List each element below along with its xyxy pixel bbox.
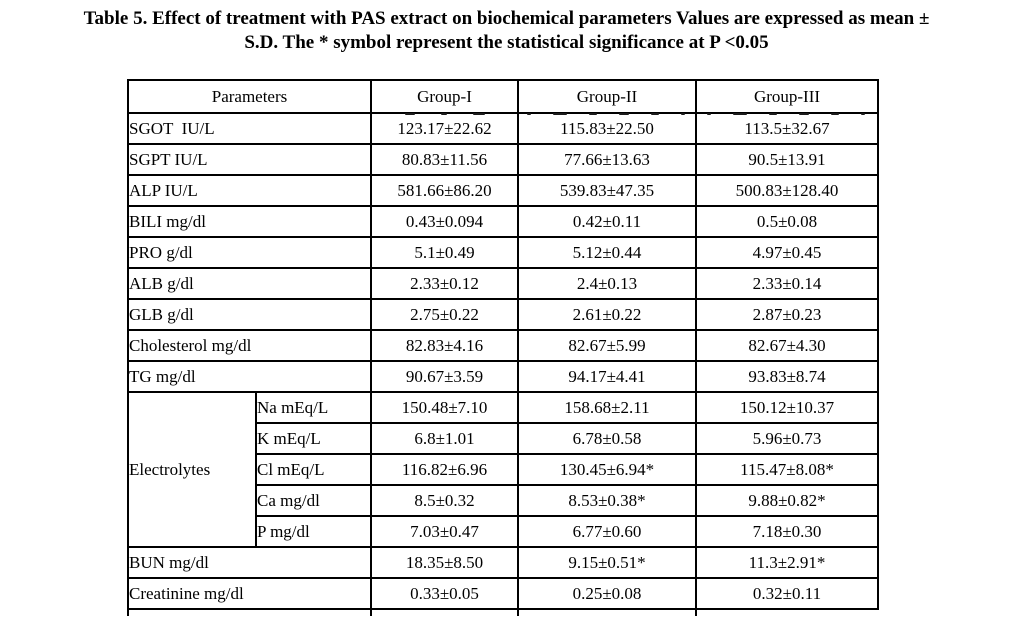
table-row: PRO g/dl 5.1±0.49 5.12±0.44 4.97±0.45 [127, 236, 879, 269]
table-row: Electrolytes Na mEq/L 150.48±7.10 158.68±2.… [127, 391, 879, 548]
value-cell-group2: 94.17±4.41 [517, 360, 697, 393]
value-cell-group2: 0.25±0.08 [517, 577, 697, 610]
table-row: P mg/dl 7.03±0.47 6.77±0.60 7.18±0.30 [128, 515, 879, 548]
parameter-label: SGPT IU/L [127, 143, 372, 176]
value-cell-group2: 115.83±22.50 [517, 112, 697, 145]
parameter-label: SGOT IU/L [127, 112, 372, 145]
electrolyte-parameter-label: Na mEq/L [255, 391, 372, 424]
value-cell-group3: 7.18±0.30 [695, 515, 879, 548]
group2-column-header: Group-II [517, 79, 697, 114]
parameter-label: ALB g/dl [127, 267, 372, 300]
value-cell-group2: 77.66±13.63 [517, 143, 697, 176]
value-cell-group1: 0.33±0.05 [370, 577, 519, 610]
value-cell-group3: 93.83±8.74 [695, 360, 879, 393]
value-cell-group3: 500.83±128.40 [695, 174, 879, 207]
value-cell-group1: 123.17±22.62 [370, 112, 519, 145]
table-caption: Table 5. Effect of treatment with PAS ex… [0, 0, 1013, 55]
value-cell-group2: 6.77±0.60 [517, 515, 697, 548]
parameter-label: BILI mg/dl [127, 205, 372, 238]
parameter-label: GLB g/dl [127, 298, 372, 331]
value-cell-group3: 0.5±0.08 [695, 205, 879, 238]
group3-column-header: Group-III [695, 79, 879, 114]
table-row: BUN mg/dl 18.35±8.50 9.15±0.51* 11.3±2.91* [127, 546, 879, 579]
value-cell-group3: 113.5±32.67 [695, 112, 879, 145]
value-cell-group2: 9.15±0.51* [517, 546, 697, 579]
clipped-border-artifact [127, 609, 129, 616]
value-cell-group1: 581.66±86.20 [370, 174, 519, 207]
parameter-label: Cholesterol mg/dl [127, 329, 372, 362]
value-cell-group3: 82.67±4.30 [695, 329, 879, 362]
value-cell-group2: 539.83±47.35 [517, 174, 697, 207]
table-caption-line2: S.D. The * symbol represent the statisti… [244, 32, 769, 53]
value-cell-group1: 2.75±0.22 [370, 298, 519, 331]
value-cell-group3: 4.97±0.45 [695, 236, 879, 269]
table-row: Cholesterol mg/dl 82.83±4.16 82.67±5.99 82.… [127, 329, 879, 362]
value-cell-group3: 5.96±0.73 [695, 422, 879, 455]
value-cell-group2: 158.68±2.11 [517, 391, 697, 424]
electrolytes-section-label: Electrolytes [127, 391, 257, 548]
value-cell-group3: 2.87±0.23 [695, 298, 879, 331]
value-cell-group1: 7.03±0.47 [370, 515, 519, 548]
group1-column-header: Group-I [370, 79, 519, 114]
value-cell-group1: 2.33±0.12 [370, 267, 519, 300]
parameter-label: TG mg/dl [127, 360, 372, 393]
electrolyte-parameter-label: P mg/dl [255, 515, 372, 548]
value-cell-group1: 6.8±1.01 [370, 422, 519, 455]
table-row: K mEq/L 6.8±1.01 6.78±0.58 5.96±0.73 [128, 422, 879, 455]
table-row: Creatinine mg/dl 0.33±0.05 0.25±0.08 0.32±0… [127, 577, 879, 610]
value-cell-group2: 2.61±0.22 [517, 298, 697, 331]
value-cell-group2: 0.42±0.11 [517, 205, 697, 238]
biochemical-parameters-table: Parameters Group-I Group-II Group-III SG… [127, 79, 879, 610]
table-row: ALP IU/L 581.66±86.20 539.83±47.35 500.83±1… [127, 174, 879, 207]
value-cell-group1: 5.1±0.49 [370, 236, 519, 269]
value-cell-group3: 115.47±8.08* [695, 453, 879, 486]
value-cell-group2: 130.45±6.94* [517, 453, 697, 486]
value-cell-group1: 116.82±6.96 [370, 453, 519, 486]
table-row: TG mg/dl 90.67±3.59 94.17±4.41 93.83±8.74 [127, 360, 879, 393]
value-cell-group3: 11.3±2.91* [695, 546, 879, 579]
value-cell-group3: 150.12±10.37 [695, 391, 879, 424]
value-cell-group3: 2.33±0.14 [695, 267, 879, 300]
table-container: Parameters Group-I Group-II Group-III SG… [127, 79, 879, 616]
electrolyte-parameter-label: Cl mEq/L [255, 453, 372, 486]
table-row: ALB g/dl 2.33±0.12 2.4±0.13 2.33±0.14 [127, 267, 879, 300]
parameter-label: BUN mg/dl [127, 546, 372, 579]
value-cell-group2: 5.12±0.44 [517, 236, 697, 269]
table-row: Ca mg/dl 8.5±0.32 8.53±0.38* 9.88±0.82* [128, 484, 879, 517]
value-cell-group1: 8.5±0.32 [370, 484, 519, 517]
table-row: SGPT IU/L 80.83±11.56 77.66±13.63 90.5±13.9… [127, 143, 879, 176]
clipped-border-artifact [695, 609, 697, 616]
value-cell-group3: 0.32±0.11 [695, 577, 879, 610]
value-cell-group2: 6.78±0.58 [517, 422, 697, 455]
electrolyte-parameter-label: Ca mg/dl [255, 484, 372, 517]
value-cell-group1: 82.83±4.16 [370, 329, 519, 362]
value-cell-group2: 8.53±0.38* [517, 484, 697, 517]
clipped-border-artifact [370, 609, 372, 616]
table-row: SGOT IU/L 123.17±22.62 115.83±22.50 113.5±3… [127, 112, 879, 145]
parameter-label: ALP IU/L [127, 174, 372, 207]
table-row: Cl mEq/L 116.82±6.96 130.45±6.94* 115.47±8.… [128, 453, 879, 486]
value-cell-group2: 2.4±0.13 [517, 267, 697, 300]
value-cell-group3: 9.88±0.82* [695, 484, 879, 517]
table-row: BILI mg/dl 0.43±0.094 0.42±0.11 0.5±0.08 [127, 205, 879, 238]
parameters-column-header: Parameters [127, 79, 372, 114]
value-cell-group2: 82.67±5.99 [517, 329, 697, 362]
value-cell-group1: 150.48±7.10 [370, 391, 519, 424]
value-cell-group3: 90.5±13.91 [695, 143, 879, 176]
parameter-label: PRO g/dl [127, 236, 372, 269]
value-cell-group1: 18.35±8.50 [370, 546, 519, 579]
table-caption-line1: Table 5. Effect of treatment with PAS ex… [83, 8, 930, 29]
value-cell-group1: 80.83±11.56 [370, 143, 519, 176]
header-row: Parameters Group-I Group-II Group-III [127, 79, 879, 114]
value-cell-group1: 0.43±0.094 [370, 205, 519, 238]
parameter-label: Creatinine mg/dl [127, 577, 372, 610]
value-cell-group1: 90.67±3.59 [370, 360, 519, 393]
table-row: GLB g/dl 2.75±0.22 2.61±0.22 2.87±0.23 [127, 298, 879, 331]
clipped-border-artifact [517, 609, 519, 616]
electrolyte-parameter-label: K mEq/L [255, 422, 372, 455]
